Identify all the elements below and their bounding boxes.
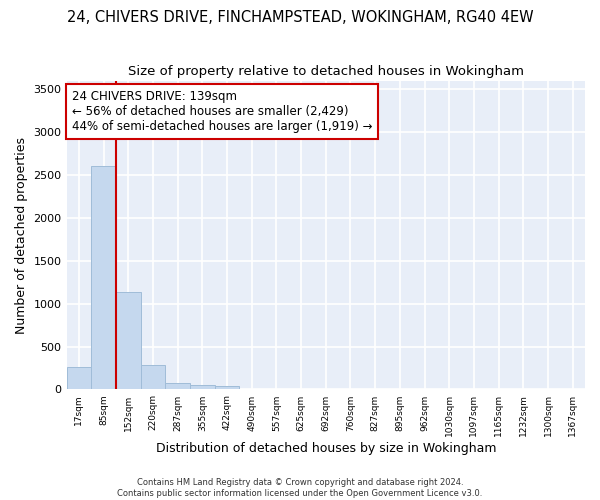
X-axis label: Distribution of detached houses by size in Wokingham: Distribution of detached houses by size … bbox=[155, 442, 496, 455]
Bar bbox=[91, 166, 116, 390]
Text: Contains HM Land Registry data © Crown copyright and database right 2024.
Contai: Contains HM Land Registry data © Crown c… bbox=[118, 478, 482, 498]
Bar bbox=[190, 384, 215, 390]
Text: 24, CHIVERS DRIVE, FINCHAMPSTEAD, WOKINGHAM, RG40 4EW: 24, CHIVERS DRIVE, FINCHAMPSTEAD, WOKING… bbox=[67, 10, 533, 25]
Bar bbox=[140, 366, 165, 390]
Bar bbox=[215, 386, 239, 390]
Text: 24 CHIVERS DRIVE: 139sqm
← 56% of detached houses are smaller (2,429)
44% of sem: 24 CHIVERS DRIVE: 139sqm ← 56% of detach… bbox=[72, 90, 372, 133]
Bar bbox=[165, 382, 190, 390]
Y-axis label: Number of detached properties: Number of detached properties bbox=[15, 136, 28, 334]
Bar bbox=[67, 367, 91, 390]
Title: Size of property relative to detached houses in Wokingham: Size of property relative to detached ho… bbox=[128, 65, 524, 78]
Bar bbox=[116, 292, 140, 390]
